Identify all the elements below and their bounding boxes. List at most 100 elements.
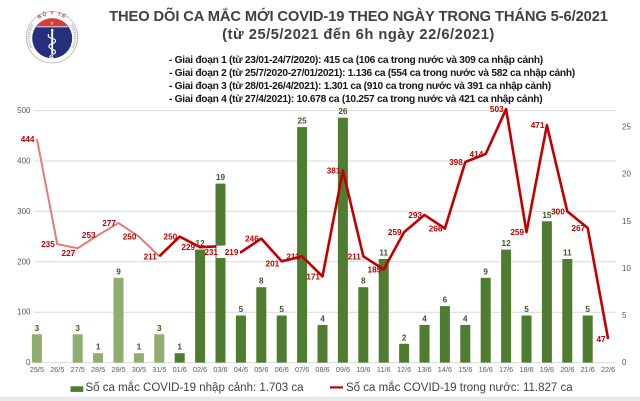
svg-text:12: 12: [502, 239, 512, 248]
svg-text:5: 5: [239, 305, 244, 314]
svg-text:2: 2: [402, 333, 407, 342]
svg-text:26/5: 26/5: [50, 365, 64, 374]
svg-text:14/6: 14/6: [438, 365, 452, 374]
svg-text:5: 5: [622, 311, 627, 320]
svg-text:211: 211: [144, 252, 158, 261]
svg-text:266: 266: [429, 225, 443, 234]
svg-text:253: 253: [82, 231, 96, 240]
svg-text:9: 9: [116, 267, 121, 276]
svg-text:398: 398: [449, 158, 463, 167]
svg-text:15: 15: [542, 211, 552, 220]
svg-text:06/6: 06/6: [275, 365, 289, 374]
svg-text:300: 300: [551, 207, 565, 216]
svg-text:22/6: 22/6: [601, 365, 615, 374]
svg-text:19/6: 19/6: [540, 365, 554, 374]
svg-text:3: 3: [157, 324, 162, 333]
svg-text:15: 15: [622, 217, 631, 226]
svg-text:3: 3: [75, 324, 80, 333]
svg-text:Số ca mắc COVID-19 trong nước:: Số ca mắc COVID-19 trong nước: 11.827 ca: [346, 381, 573, 394]
svg-text:4: 4: [463, 314, 468, 323]
svg-text:26: 26: [338, 107, 348, 116]
svg-text:09/6: 09/6: [336, 365, 350, 374]
svg-text:29/5: 29/5: [111, 365, 125, 374]
svg-text:5: 5: [585, 305, 590, 314]
svg-text:12/6: 12/6: [397, 365, 411, 374]
svg-text:19: 19: [216, 173, 226, 182]
svg-text:259: 259: [510, 228, 524, 237]
svg-text:235: 235: [41, 240, 55, 249]
svg-text:13/6: 13/6: [417, 365, 431, 374]
svg-text:201: 201: [266, 259, 280, 268]
svg-text:277: 277: [102, 219, 116, 228]
svg-text:1: 1: [137, 343, 142, 352]
svg-text:20/6: 20/6: [560, 365, 574, 374]
svg-text:9: 9: [483, 267, 488, 276]
svg-text:BỘ Y TẾ: BỘ Y TẾ: [37, 11, 68, 21]
svg-text:267: 267: [572, 224, 586, 233]
svg-text:05/6: 05/6: [254, 365, 268, 374]
svg-text:1: 1: [96, 343, 101, 352]
svg-text:27/5: 27/5: [71, 365, 85, 374]
svg-text:11: 11: [563, 249, 572, 258]
svg-text:471: 471: [531, 121, 545, 130]
svg-text:28/5: 28/5: [91, 365, 105, 374]
svg-text:0: 0: [622, 358, 627, 367]
svg-text:12: 12: [196, 239, 206, 248]
svg-text:5: 5: [524, 305, 529, 314]
svg-text:25: 25: [298, 117, 308, 126]
svg-text:17/6: 17/6: [499, 365, 513, 374]
svg-text:04/6: 04/6: [234, 365, 248, 374]
svg-text:259: 259: [388, 228, 402, 237]
svg-text:0: 0: [26, 358, 31, 367]
svg-text:400: 400: [17, 157, 31, 166]
svg-text:211: 211: [348, 252, 362, 261]
svg-text:503: 503: [490, 105, 504, 114]
svg-text:4: 4: [422, 314, 427, 323]
svg-text:4: 4: [320, 314, 325, 323]
svg-text:08/6: 08/6: [315, 365, 329, 374]
svg-text:01/6: 01/6: [173, 365, 187, 374]
svg-text:02/6: 02/6: [193, 365, 207, 374]
svg-text:414: 414: [470, 150, 484, 159]
svg-text:11/6: 11/6: [377, 365, 391, 374]
svg-text:8: 8: [259, 277, 264, 286]
svg-text:Số ca mắc COVID-19 nhập cảnh:: Số ca mắc COVID-19 nhập cảnh: 1.703 ca: [86, 381, 305, 394]
svg-text:5: 5: [279, 305, 284, 314]
svg-text:8: 8: [361, 277, 366, 286]
svg-text:200: 200: [17, 257, 31, 266]
svg-text:15/6: 15/6: [458, 365, 472, 374]
svg-text:100: 100: [17, 308, 31, 317]
svg-text:10/6: 10/6: [356, 365, 370, 374]
svg-text:21/6: 21/6: [581, 365, 595, 374]
svg-text:30/5: 30/5: [132, 365, 146, 374]
svg-text:1: 1: [177, 343, 182, 352]
svg-text:211: 211: [286, 252, 300, 261]
svg-text:250: 250: [123, 233, 137, 242]
svg-text:3: 3: [35, 324, 40, 333]
svg-text:229: 229: [181, 243, 195, 252]
svg-text:47: 47: [596, 335, 606, 344]
svg-text:293: 293: [408, 211, 422, 220]
svg-text:231: 231: [204, 248, 218, 257]
svg-text:11: 11: [379, 249, 388, 258]
svg-text:20: 20: [622, 170, 631, 179]
svg-text:6: 6: [443, 296, 448, 305]
svg-text:500: 500: [17, 106, 31, 115]
svg-text:18/6: 18/6: [519, 365, 533, 374]
svg-text:10: 10: [622, 264, 631, 273]
svg-text:444: 444: [21, 135, 35, 144]
svg-text:25: 25: [622, 123, 631, 132]
svg-text:185: 185: [368, 265, 382, 274]
svg-text:246: 246: [245, 235, 259, 244]
svg-text:227: 227: [62, 249, 76, 258]
svg-text:300: 300: [17, 207, 31, 216]
svg-text:250: 250: [164, 233, 178, 242]
svg-text:381: 381: [327, 167, 341, 176]
svg-text:03/6: 03/6: [213, 365, 227, 374]
svg-text:171: 171: [306, 272, 320, 281]
svg-text:25/5: 25/5: [30, 365, 44, 374]
svg-text:07/6: 07/6: [295, 365, 309, 374]
svg-text:16/6: 16/6: [479, 365, 493, 374]
svg-text:31/5: 31/5: [152, 365, 166, 374]
svg-text:219: 219: [225, 248, 239, 257]
